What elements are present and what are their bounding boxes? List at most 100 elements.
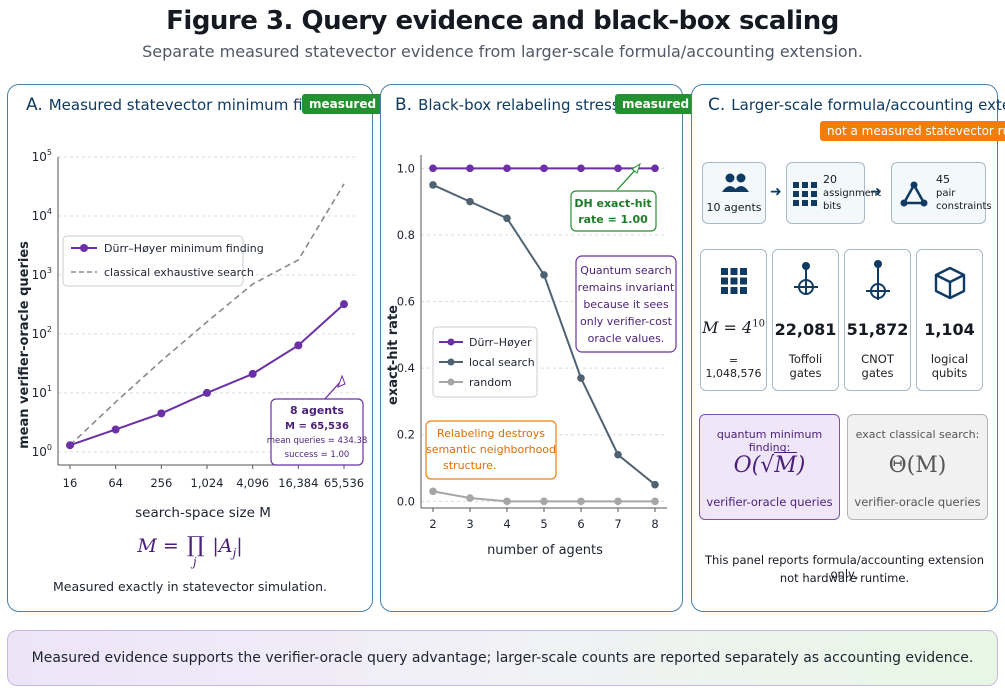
panel-a-formula-lhs: M = <box>137 535 179 557</box>
panel-a-annotation-success: success = 1.00 <box>285 450 350 460</box>
panel-a-dh-point <box>66 441 74 450</box>
panel-b-callout-hit-line1: DH exact-hit <box>574 197 651 210</box>
panel-b-callout-hit: DH exact-hit rate = 1.00 <box>570 162 657 232</box>
panel-b-callout-relabel-line2: semantic neighborhood <box>426 443 556 456</box>
panel-a-formula-rhs-sub: j <box>232 545 237 560</box>
panel-b-callout-hit-line2: rate = 1.00 <box>578 213 648 226</box>
panel-b-chart: 0.0 0.2 0.4 0.6 0.8 1.0 2 3 4 5 6 7 8 number of agen… <box>386 155 677 558</box>
figure-subtitle: Separate measured statevector evidence f… <box>142 42 863 61</box>
panel-b-random-point <box>577 497 585 506</box>
panel-a-dh-point <box>294 341 303 350</box>
flow-bits-label: assignment bits <box>823 188 882 212</box>
panel-b-y-tick-label: 0.4 <box>397 361 415 375</box>
panel-a: A. Measured statevector minimum finding m… <box>7 84 384 612</box>
search-space-exp: 10 <box>752 318 765 330</box>
panel-b-local-point <box>614 450 622 459</box>
panel-b-dh-point <box>429 164 437 173</box>
panel-a-annotation-agents: 8 agents <box>290 404 344 417</box>
panel-b-measured-badge: measured <box>615 94 697 114</box>
panel-a-annotation-mean: mean queries = 434.38 <box>267 436 368 446</box>
panel-b-x-tick-label: 2 <box>429 517 436 531</box>
panel-b-callout-quantum-line1: Quantum search <box>580 264 671 277</box>
panel-b-local-point <box>651 480 659 489</box>
footer-banner: Measured evidence supports the verifier-… <box>7 630 998 686</box>
flow-pairs-value: 45 <box>936 173 950 186</box>
panel-b-random-point <box>466 494 474 502</box>
panel-a-y-tick-label: 102 <box>32 325 52 341</box>
panel-b: B. Black-box relabeling stress measured 0… <box>380 84 697 612</box>
panel-a-dh-point <box>111 425 120 434</box>
toffoli-label: Toffoli gates <box>788 352 823 380</box>
panel-c-not-measured-badge: not a measured statevector run <box>820 121 1005 141</box>
panel-b-x-tick-label: 7 <box>614 517 621 531</box>
classical-box-label: verifier-oracle queries <box>854 495 981 509</box>
flow-agents-box: 10 agents <box>702 162 766 224</box>
panel-a-x-tick-label: 64 <box>108 476 123 490</box>
flow-arrow-1: ➜ <box>770 184 782 200</box>
panel-b-callout-relabel-line1: Relabeling destroys <box>437 427 545 440</box>
search-space-formula: M = 410 <box>701 318 766 337</box>
panel-a-letter: A. <box>26 95 43 115</box>
panel-b-callout-quantum-line5: oracle values. <box>588 332 665 345</box>
panel-a-y-axis-label: mean verifier-oracle queries <box>17 241 32 449</box>
panel-c-title-text: Larger-scale formula/accounting extensio… <box>731 96 1005 114</box>
toffoli-card: 22,081 Toffoli gates <box>772 249 839 391</box>
flow-agents-value: 10 agents <box>706 201 762 214</box>
panel-b-x-tick-label: 4 <box>503 517 510 531</box>
toffoli-value: 22,081 <box>774 320 837 339</box>
panel-b-dh-point <box>614 164 622 173</box>
panel-b-legend-local: local search <box>469 356 535 369</box>
panel-a-x-tick-label: 4,096 <box>236 476 269 490</box>
panel-a-x-tick-label: 16 <box>63 476 78 490</box>
cube-icon <box>934 266 966 300</box>
panel-b-y-axis-label: exact-hit rate <box>386 305 401 405</box>
panel-a-dh-point <box>248 369 257 378</box>
toffoli-icon <box>794 262 818 295</box>
panel-b-legend-dh: Dürr–Høyer <box>469 336 532 349</box>
panel-b-x-axis-label: number of agents <box>487 543 603 558</box>
panel-c-letter: C. <box>708 95 726 115</box>
panel-b-letter: B. <box>395 95 413 115</box>
panel-a-caption: Measured exactly in statevector simulati… <box>53 579 327 594</box>
panel-a-x-tick-label: 1,024 <box>191 476 224 490</box>
quantum-formula-arg: M <box>774 452 797 478</box>
panel-b-x-tick-label: 5 <box>540 517 547 531</box>
classical-box-title: exact classical search: <box>855 428 980 441</box>
panel-c-note-line1: This panel reports formula/accounting ex… <box>704 553 985 581</box>
panel-a-x-tick-label: 65,536 <box>324 476 364 490</box>
panel-a-y-tick-label: 104 <box>32 207 52 223</box>
panel-b-random-point <box>614 497 622 506</box>
cnot-card: 51,872 CNOT gates <box>844 249 911 391</box>
panel-a-chart: 100 101 102 103 104 105 16 64 256 1,024 4,096 16,38… <box>17 148 368 521</box>
panel-b-title-text: Black-box relabeling stress <box>418 96 620 114</box>
grid-icon <box>793 182 817 206</box>
panel-a-y-tick-label: 101 <box>32 384 52 400</box>
panel-b-x-tick-label: 8 <box>651 517 658 531</box>
panel-b-callout-quantum-line4: only verifier-cost <box>580 315 673 328</box>
panel-a-dh-point <box>157 409 166 418</box>
panel-b-local-point <box>429 181 437 189</box>
panel-b-local-point <box>540 271 548 279</box>
panel-b-legend: Dürr–Høyer local search random <box>432 326 538 398</box>
flow-bits-value: 20 <box>823 173 837 186</box>
quantum-formula-post: ) <box>796 453 806 478</box>
agents-icon <box>722 173 749 192</box>
cnot-value: 51,872 <box>846 320 909 339</box>
panel-b-y-tick-label: 0.8 <box>397 228 415 242</box>
panel-a-legend-dh: Dürr–Høyer minimum finding <box>104 242 264 255</box>
panel-a-formula: M = ∏ j |Aj| <box>8 533 372 569</box>
panel-a-formula-end: | <box>236 535 243 557</box>
qubits-value: 1,104 <box>924 320 975 339</box>
panel-b-callout-quantum-line3: because it sees <box>583 298 669 311</box>
panel-b-callout-quantum-line2: remains invariant <box>578 281 675 294</box>
panel-b-x-tick-label: 6 <box>577 517 584 531</box>
panel-b-y-tick-label: 0.2 <box>397 428 415 442</box>
panel-a-series <box>66 183 348 450</box>
panel-b-series <box>429 164 659 506</box>
panel-b-callout-relabel-line3: structure. <box>443 459 496 472</box>
quantum-box-label: verifier-oracle queries <box>706 495 833 509</box>
panel-a-x-axis-label: search-space size M <box>135 505 271 521</box>
panel-a-annotation-space: M = 65,536 <box>285 421 349 432</box>
flow-pairs-box: 45 pair constraints <box>891 162 992 224</box>
panel-a-y-tick-label: 103 <box>32 266 52 282</box>
